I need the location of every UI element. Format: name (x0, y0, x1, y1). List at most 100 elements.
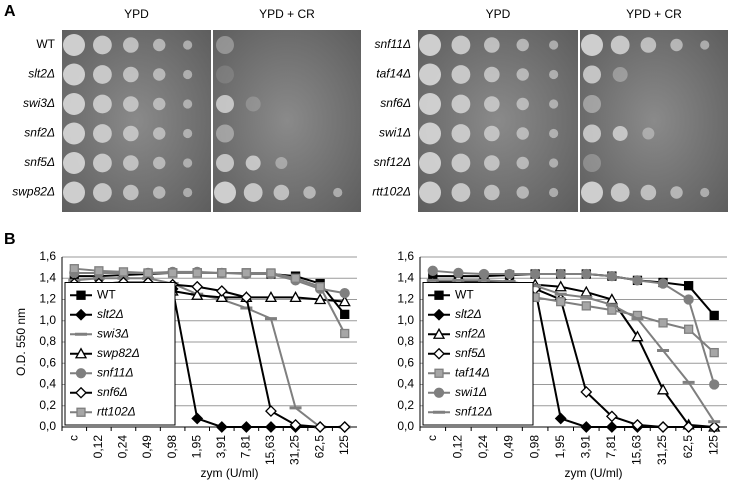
point (658, 318, 668, 328)
point (581, 301, 591, 311)
colony-spot (610, 35, 630, 55)
colony-spot (243, 183, 263, 202)
y-tick-label: 1,2 (397, 292, 414, 306)
x-tick-label: 0,24 (476, 435, 490, 459)
colony-spot (123, 96, 139, 112)
colony-spot (216, 65, 234, 84)
y-tick-label: 0,2 (397, 398, 414, 412)
point (581, 268, 592, 280)
colony-spot (640, 184, 657, 201)
colony-spot (63, 152, 85, 174)
x-tick-label: 0,98 (527, 435, 541, 459)
colony-spot (123, 37, 139, 53)
point (682, 421, 695, 433)
colony-spot (419, 152, 441, 174)
y-tick-label: 1,6 (397, 249, 414, 263)
point (683, 294, 694, 305)
legend-marker (75, 308, 87, 321)
point (580, 421, 593, 433)
colony-spot (451, 153, 471, 173)
x-tick-label: 31,25 (655, 435, 669, 465)
legend-label: swp82Δ (97, 346, 140, 360)
legend-label: snf2Δ (455, 326, 486, 340)
y-tick-label: 0,0 (397, 419, 414, 433)
point (215, 285, 228, 297)
colony-spot (63, 181, 85, 204)
point (605, 410, 618, 423)
colony-spot (123, 155, 139, 171)
colony-spot (670, 38, 683, 52)
x-tick-label: 62,5 (312, 435, 326, 459)
y-tick-label: 1,2 (39, 292, 56, 306)
point (580, 386, 593, 398)
colony-spot (484, 96, 500, 112)
point (339, 287, 350, 299)
colony-spot (93, 124, 112, 143)
strain-label: swi3Δ (23, 96, 55, 110)
colony-spot (63, 34, 85, 56)
colony-spot (549, 69, 559, 80)
y-axis-label: O.D. 550 nm (14, 308, 28, 376)
colony-spot (549, 99, 559, 109)
colony-spot (245, 96, 261, 112)
legend-marker (433, 308, 445, 321)
colony-spot (419, 34, 441, 56)
colony-spot (93, 35, 112, 55)
point (340, 328, 350, 339)
colony-spot (153, 38, 166, 52)
colony-spot (303, 186, 316, 199)
colony-spot (123, 66, 139, 83)
colony-spot (93, 183, 112, 202)
strain-label: snf5Δ (24, 155, 55, 169)
legend-label: taf14Δ (455, 365, 490, 379)
plate-header: YPD (124, 7, 149, 21)
point (315, 282, 325, 292)
colony-spot (63, 122, 85, 145)
x-axis-label: zym (U/ml) (565, 466, 623, 480)
y-tick-label: 0,4 (397, 377, 414, 391)
y-tick-label: 1,4 (397, 270, 414, 284)
point (606, 270, 618, 282)
colony-spot (484, 184, 500, 201)
point (555, 268, 566, 280)
colony-spot (484, 125, 500, 142)
panel-label: B (4, 231, 16, 248)
point (478, 268, 490, 280)
plate-image (62, 30, 211, 212)
colony-spot (153, 127, 166, 140)
colony-spot (612, 126, 628, 141)
point (264, 291, 278, 303)
x-tick-label: 3,91 (578, 435, 592, 459)
x-tick-label: 0,12 (91, 435, 105, 459)
x-tick-label: 0,49 (502, 435, 516, 459)
colony-spot (610, 183, 630, 202)
x-tick-label: c (66, 435, 80, 441)
colony-spot (581, 181, 603, 204)
colony-spot (583, 95, 601, 113)
colony-spot (63, 93, 85, 115)
point (191, 280, 204, 293)
point (554, 280, 567, 292)
colony-spot (516, 97, 529, 111)
colony-spot (123, 184, 139, 201)
colony-spot (549, 187, 559, 198)
plate-header: YPD (486, 7, 511, 21)
point (529, 268, 541, 280)
y-tick-label: 0,6 (39, 355, 56, 369)
colony-spot (451, 65, 471, 84)
x-tick-label: 0,49 (140, 435, 154, 459)
colony-spot (333, 187, 343, 198)
strain-label: slt2Δ (28, 67, 55, 81)
x-tick-label: 0,24 (116, 435, 130, 459)
y-tick-label: 0,8 (39, 334, 56, 348)
colony-spot (549, 158, 559, 168)
colony-spot (451, 94, 471, 114)
colony-spot (549, 128, 559, 139)
colony-spot (216, 95, 234, 113)
legend-label: swi3Δ (97, 326, 129, 340)
colony-spot (214, 181, 236, 204)
point (240, 291, 253, 304)
colony-spot (93, 65, 112, 84)
point (656, 383, 670, 395)
